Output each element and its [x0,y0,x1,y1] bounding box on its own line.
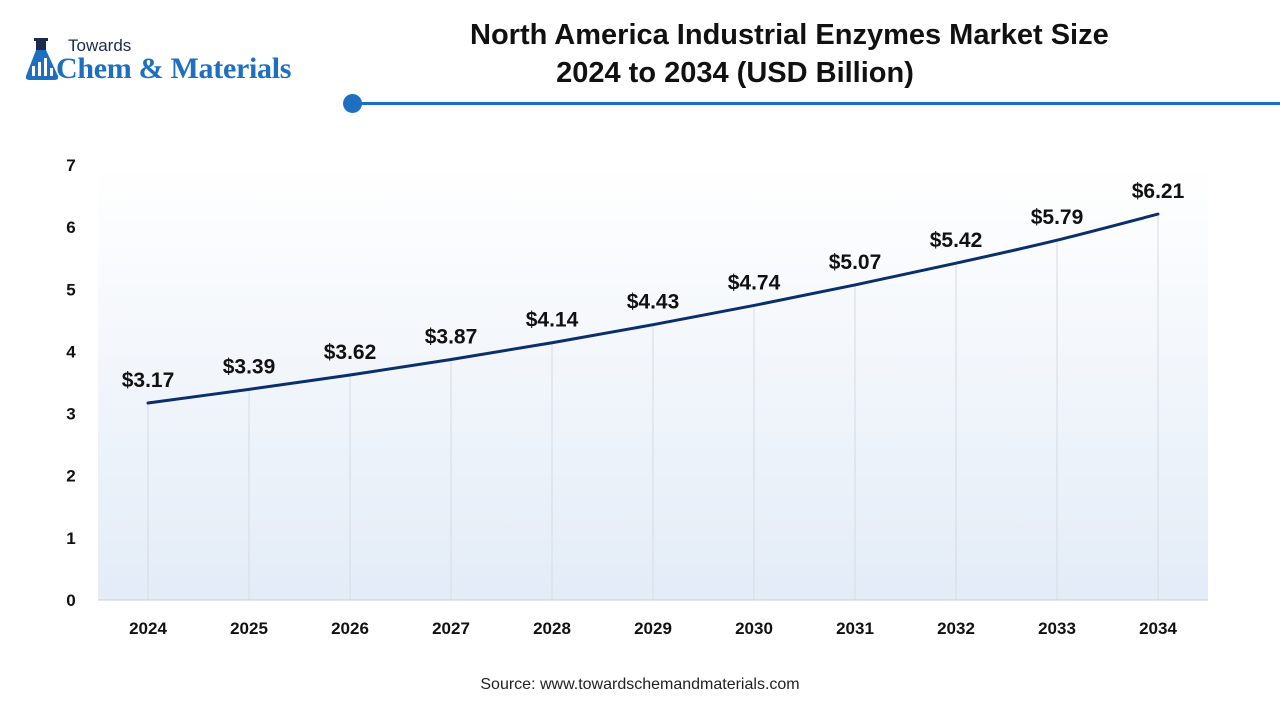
title-divider-line [353,102,1280,105]
data-label-2024: $3.17 [122,369,175,392]
data-label-2026: $3.62 [324,341,377,364]
data-label-2027: $3.87 [425,326,478,349]
x-tick-label: 2027 [432,619,470,638]
chart-title-line-2: 2024 to 2034 (USD Billion) [556,57,914,89]
source-note: Source: www.towardschemandmaterials.com [480,676,800,693]
data-label-2032: $5.42 [930,229,983,252]
x-tick-label: 2024 [129,619,167,638]
data-label-2030: $4.74 [728,271,781,294]
data-label-2031: $5.07 [829,251,882,274]
series-line [146,212,1160,405]
x-tick-label: 2029 [634,619,672,638]
x-tick-label: 2030 [735,619,773,638]
flask-icon [25,38,59,80]
x-tick-label: 2025 [230,619,268,638]
x-tick-label: 2031 [836,619,874,638]
y-tick-label: 1 [66,529,75,548]
y-tick-label: 4 [66,342,76,361]
title-divider-dot [343,94,362,113]
brand-line-2: Chem & Materials [56,52,292,85]
y-tick-label: 0 [66,591,75,610]
x-tick-label: 2028 [533,619,571,638]
y-tick-label: 3 [66,405,75,424]
brand-line-1: Towards [68,36,132,55]
data-label-2034: $6.21 [1132,180,1185,203]
x-tick-label: 2026 [331,619,369,638]
y-tick-label: 6 [66,218,75,237]
y-tick-label: 5 [66,280,75,299]
y-tick-label: 7 [66,156,75,175]
data-label-2029: $4.43 [627,291,680,314]
brand-logo: Towards Chem & Materials [20,36,340,92]
x-tick-label: 2032 [937,619,975,638]
y-tick-label: 2 [66,467,75,486]
data-label-2033: $5.79 [1031,206,1084,229]
data-label-2025: $3.39 [223,355,276,378]
data-label-2028: $4.14 [526,309,579,332]
x-tick-label: 2034 [1139,619,1177,638]
x-tick-label: 2033 [1038,619,1076,638]
